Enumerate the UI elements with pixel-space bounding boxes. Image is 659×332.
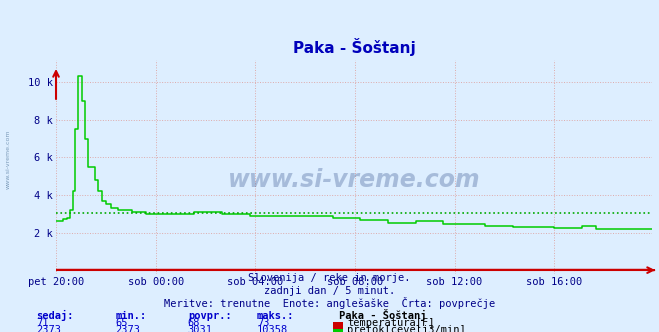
Text: www.si-vreme.com: www.si-vreme.com	[228, 168, 480, 192]
Text: maks.:: maks.:	[257, 311, 295, 321]
Text: zadnji dan / 5 minut.: zadnji dan / 5 minut.	[264, 286, 395, 296]
Text: Paka - Šoštanj: Paka - Šoštanj	[339, 309, 427, 321]
Text: 2373: 2373	[36, 325, 61, 332]
Text: 3031: 3031	[188, 325, 213, 332]
Text: min.:: min.:	[115, 311, 146, 321]
Text: www.si-vreme.com: www.si-vreme.com	[6, 129, 11, 189]
Text: pretok[čevelj3/min]: pretok[čevelj3/min]	[347, 324, 466, 332]
Text: temperatura[F]: temperatura[F]	[347, 318, 435, 328]
Text: Slovenija / reke in morje.: Slovenija / reke in morje.	[248, 273, 411, 283]
Text: 2373: 2373	[115, 325, 140, 332]
Text: 68: 68	[188, 318, 200, 328]
Text: 65: 65	[115, 318, 128, 328]
Text: Meritve: trenutne  Enote: anglešaške  Črta: povprečje: Meritve: trenutne Enote: anglešaške Črta…	[164, 297, 495, 309]
Text: 73: 73	[257, 318, 270, 328]
Text: sedaj:: sedaj:	[36, 310, 74, 321]
Text: povpr.:: povpr.:	[188, 311, 231, 321]
Title: Paka - Šoštanj: Paka - Šoštanj	[293, 38, 416, 56]
Text: 71: 71	[36, 318, 49, 328]
Text: 10358: 10358	[257, 325, 288, 332]
